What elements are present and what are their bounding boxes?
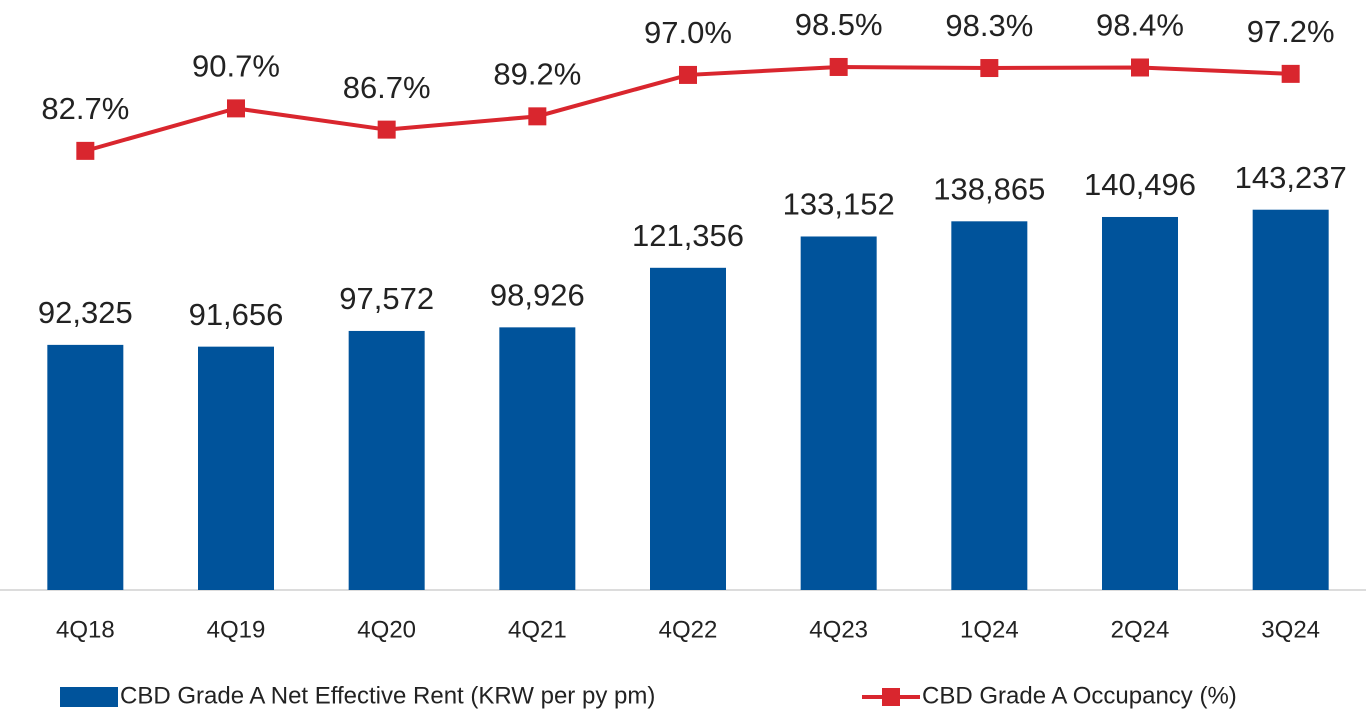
- line-marker: [1281, 64, 1300, 83]
- line-marker: [76, 141, 95, 160]
- value-label: 143,237: [1235, 160, 1347, 195]
- value-label: 86.7%: [343, 70, 431, 105]
- value-label: 89.2%: [493, 57, 581, 92]
- x-tick-label: 4Q23: [809, 616, 868, 643]
- value-label: 92,325: [38, 295, 133, 330]
- value-label: 98,926: [490, 278, 585, 313]
- line-marker: [377, 120, 396, 139]
- bar: [650, 267, 726, 590]
- value-label: 97,572: [339, 281, 434, 316]
- bar: [47, 344, 124, 590]
- x-tick-label: 4Q20: [357, 616, 416, 643]
- line-marker: [1131, 58, 1149, 77]
- value-label: 90.7%: [192, 49, 280, 84]
- x-tick-label: 4Q22: [659, 616, 718, 643]
- value-label: 133,152: [783, 187, 895, 222]
- value-label: 97.0%: [644, 15, 732, 50]
- value-label: 98.4%: [1096, 8, 1184, 43]
- value-label: 98.3%: [945, 8, 1033, 43]
- bar: [1102, 216, 1178, 590]
- bar: [951, 221, 1028, 591]
- legend-label: CBD Grade A Occupancy (%): [922, 682, 1237, 709]
- line-marker: [679, 65, 697, 84]
- x-tick-label: 1Q24: [960, 616, 1019, 643]
- value-label: 97.2%: [1247, 14, 1335, 49]
- line-marker: [227, 99, 245, 118]
- x-tick-label: 3Q24: [1261, 616, 1320, 643]
- bar: [499, 327, 576, 590]
- legend-swatch: [882, 688, 900, 706]
- bar: [198, 346, 274, 590]
- x-tick-label: 4Q19: [207, 616, 266, 643]
- x-tick-label: 2Q24: [1111, 616, 1170, 643]
- value-label: 138,865: [933, 172, 1045, 207]
- value-label: 82.7%: [41, 91, 129, 126]
- value-label: 91,656: [189, 297, 284, 332]
- line-marker: [980, 59, 999, 78]
- bar: [348, 330, 425, 590]
- value-label: 121,356: [632, 218, 744, 253]
- line-marker: [528, 107, 547, 126]
- x-tick-label: 4Q18: [56, 616, 115, 643]
- value-label: 98.5%: [795, 7, 883, 42]
- line-marker: [829, 57, 848, 76]
- x-tick-label: 4Q21: [508, 616, 567, 643]
- legend-label: CBD Grade A Net Effective Rent (KRW per …: [120, 682, 655, 709]
- value-label: 140,496: [1084, 167, 1196, 202]
- bar: [1252, 209, 1329, 591]
- bar: [800, 236, 877, 590]
- legend-swatch: [60, 687, 118, 707]
